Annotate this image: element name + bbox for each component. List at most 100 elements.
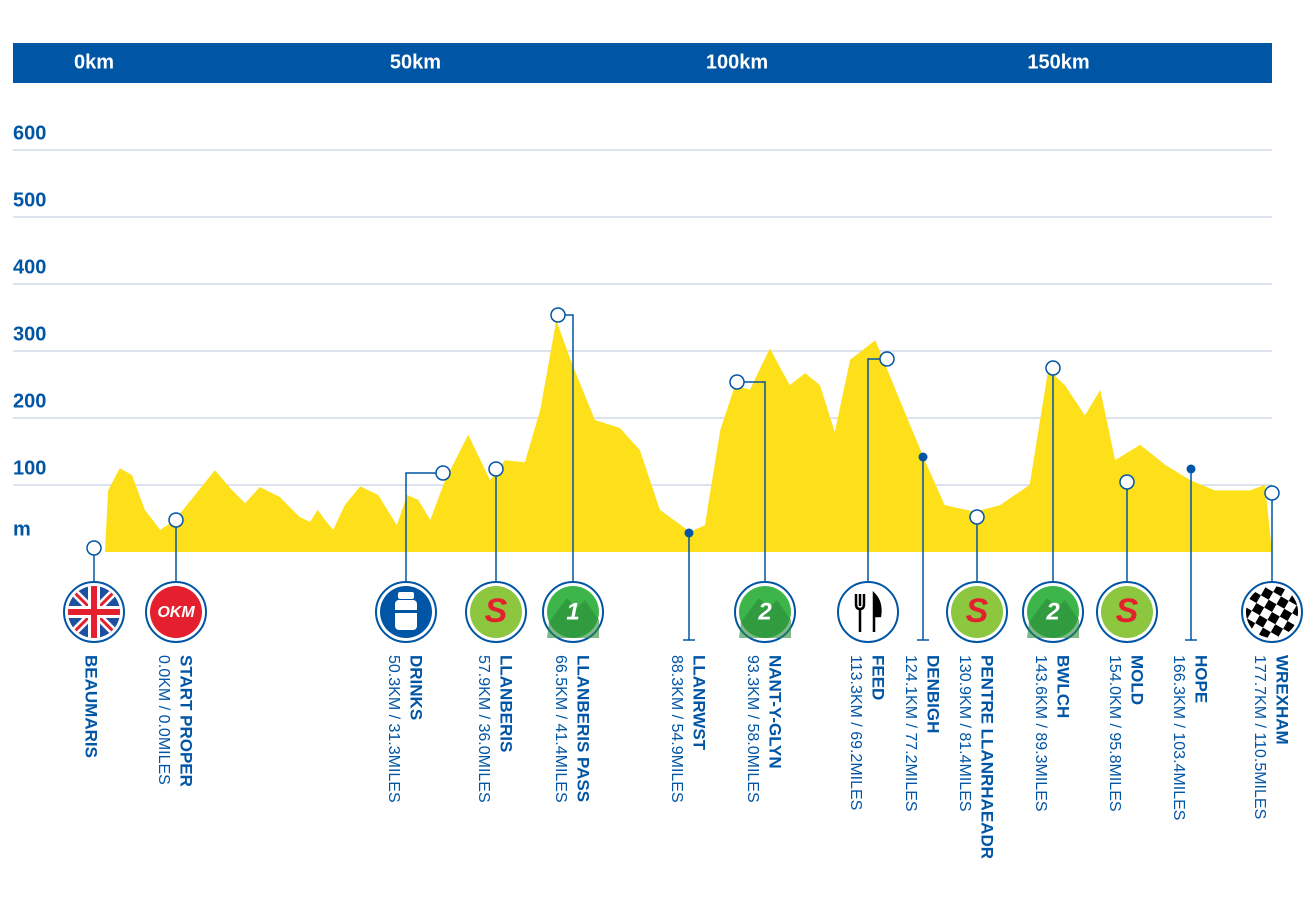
icon-badge: S <box>966 592 989 630</box>
stem <box>405 472 443 582</box>
x-tick-label: 100km <box>706 51 768 73</box>
icon-badge: 2 <box>757 598 772 625</box>
flag-cross-red <box>68 586 120 638</box>
y-tick-label: 200 <box>13 390 46 412</box>
x-tick-label: 0km <box>74 51 114 73</box>
waypoint-icon <box>1241 581 1303 643</box>
icon-face <box>1101 586 1153 638</box>
waypoint-marker <box>168 512 184 528</box>
waypoint-icon: 2 <box>734 581 796 643</box>
waypoint-name: MOLD <box>1128 655 1147 705</box>
waypoint-icon: 2 <box>1022 581 1084 643</box>
waypoint-icon: S <box>946 581 1008 643</box>
y-tick-label: 400 <box>13 256 46 278</box>
waypoint-dot <box>684 528 694 538</box>
bottle <box>395 600 417 630</box>
waypoint-marker <box>435 465 451 481</box>
distance-bar <box>13 43 1272 83</box>
x-tick-label: 150km <box>1027 51 1089 73</box>
checker-square <box>1251 603 1265 616</box>
checker-square <box>1292 605 1298 618</box>
waypoint-name: BEAUMARIS <box>82 655 101 758</box>
waypoint-detail: 177.7KM / 110.5MILES <box>1251 655 1268 819</box>
waypoint-detail: 88.3KM / 54.9MILES <box>668 655 685 803</box>
icon-face <box>470 586 522 638</box>
waypoint-detail: 166.3KM / 103.4MILES <box>1170 655 1187 820</box>
icon-badge: 2 <box>1045 598 1060 625</box>
waypoint-icon <box>63 581 125 643</box>
waypoint-icon <box>837 581 899 643</box>
waypoint-detail: 113.3KM / 69.2MILES <box>847 655 864 810</box>
icon-badge: S <box>1116 592 1139 630</box>
waypoint-detail: 143.6KM / 89.3MILES <box>1032 655 1049 812</box>
waypoint-icon: 1 <box>542 581 604 643</box>
icon-badge: OKM <box>157 604 195 621</box>
waypoint-marker <box>1045 360 1061 376</box>
y-tick-label: 600 <box>13 122 46 144</box>
y-tick-label: 100 <box>13 457 46 479</box>
mountain <box>1027 598 1079 638</box>
waypoint-detail: 154.0KM / 95.8MILES <box>1106 655 1123 812</box>
waypoint-name: LLANRWST <box>690 655 709 751</box>
waypoint-dot <box>1186 464 1196 474</box>
y-tick-label: 500 <box>13 189 46 211</box>
icon-face <box>842 586 894 638</box>
waypoint-marker <box>550 307 566 323</box>
fork <box>854 594 866 632</box>
waypoint-detail: 130.9KM / 81.4MILES <box>956 655 973 812</box>
checker-square <box>1260 587 1274 600</box>
mountain <box>739 598 791 638</box>
checker-square <box>1255 615 1268 628</box>
waypoint-icon <box>375 581 437 643</box>
stem <box>737 381 766 582</box>
waypoint-name: NANT-Y-GLYN <box>766 655 785 769</box>
waypoint-icon: S <box>465 581 527 643</box>
waypoint-name: WREXHAM <box>1273 655 1292 745</box>
y-axis-label: m <box>13 518 31 540</box>
icon-face <box>951 586 1003 638</box>
y-tick-label: 300 <box>13 323 46 345</box>
checker-square <box>1264 599 1277 612</box>
checker <box>1246 586 1298 638</box>
icon-face <box>150 586 202 638</box>
waypoint-icon: OKM <box>145 581 207 643</box>
waypoint-detail: 124.1KM / 77.2MILES <box>902 655 919 812</box>
bottle-band <box>395 610 417 613</box>
knife <box>872 590 882 632</box>
waypoint-marker <box>969 509 985 525</box>
mountain <box>547 598 599 638</box>
waypoint-marker <box>879 351 895 367</box>
waypoint-detail: 57.9KM / 36.0MILES <box>475 655 492 803</box>
waypoint-detail: 0.0KM / 0.0MILES <box>155 655 172 785</box>
waypoint-dot <box>918 452 928 462</box>
waypoint-name: PENTRE LLANRHAEADR <box>978 655 997 859</box>
elevation-area <box>104 320 1272 552</box>
waypoint-marker <box>1264 485 1280 501</box>
bottle-cap <box>398 592 414 599</box>
waypoint-marker <box>1119 474 1135 490</box>
flag <box>68 586 120 638</box>
waypoint-name: FEED <box>869 655 888 700</box>
checker-square <box>1267 612 1280 625</box>
x-tick-label: 50km <box>390 51 441 73</box>
checker-square <box>1279 608 1293 621</box>
checker-square <box>1276 596 1289 609</box>
waypoint-detail: 66.5KM / 41.4MILES <box>552 655 569 803</box>
waypoint-name: HOPE <box>1192 655 1211 703</box>
waypoint-name: DRINKS <box>407 655 426 720</box>
waypoint-name: BWLCH <box>1054 655 1073 718</box>
waypoint-marker <box>488 461 504 477</box>
waypoint-detail: 50.3KM / 31.3MILES <box>385 655 402 803</box>
waypoint-name: DENBIGH <box>924 655 943 733</box>
waypoint-marker <box>86 540 102 556</box>
icon-badge: 1 <box>566 598 579 625</box>
waypoint-name: LLANBERIS <box>497 655 516 752</box>
waypoint-marker <box>729 374 745 390</box>
waypoint-name: LLANBERIS PASS <box>574 655 593 802</box>
checker-square <box>1270 624 1284 637</box>
checker-square <box>1246 606 1252 619</box>
waypoint-detail: 93.3KM / 58.0MILES <box>744 655 761 803</box>
waypoint-name: START PROPER <box>177 655 196 787</box>
